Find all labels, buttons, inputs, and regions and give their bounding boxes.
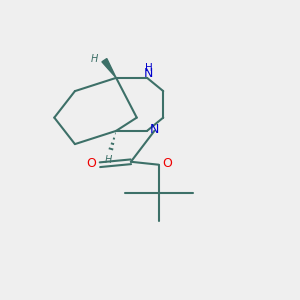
Text: O: O: [162, 157, 172, 170]
Text: H: H: [105, 155, 112, 165]
Text: N: N: [144, 67, 153, 80]
Text: O: O: [86, 157, 96, 170]
Text: H: H: [90, 54, 98, 64]
Text: H: H: [145, 63, 152, 73]
Polygon shape: [102, 58, 116, 78]
Text: N: N: [150, 124, 159, 136]
